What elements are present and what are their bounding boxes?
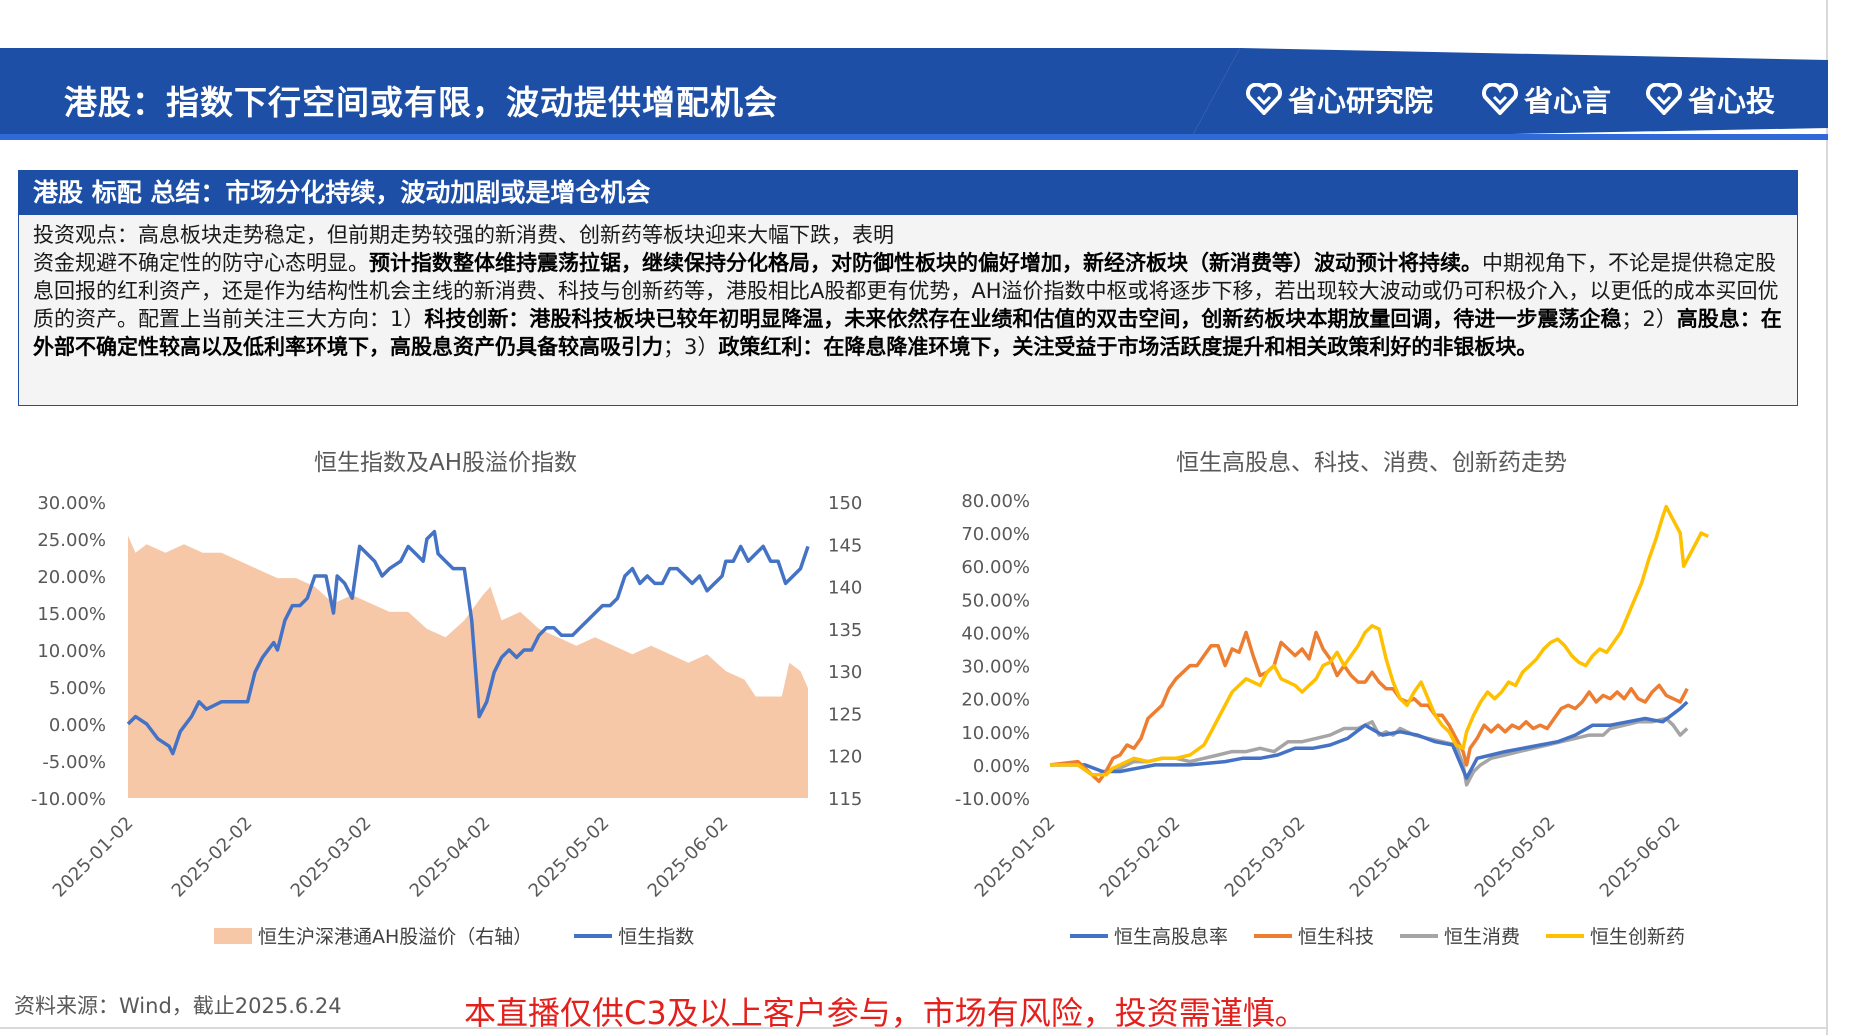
legend-swatch-line [574, 933, 613, 938]
y-right-tick-label: 120 [828, 747, 862, 768]
x-tick-label: 2025-06-02 [644, 813, 733, 902]
summary-body: 投资观点：高息板块走势稳定，但前期走势较强的新消费、创新药等板块迎来大幅下跌，表… [19, 215, 1797, 361]
x-tick-label: 2025-05-02 [1471, 813, 1560, 902]
x-tick-label: 2025-01-02 [971, 813, 1060, 902]
x-tick-label: 2025-02-02 [168, 813, 257, 902]
y-left-tick-label: 15.00% [37, 604, 106, 625]
summary-emphasis: 预计指数整体维持震荡拉锯，继续保持分化格局，对防御性板块的偏好增加，新经济板块（… [369, 251, 1482, 275]
y-left-tick-label: -10.00% [31, 789, 106, 810]
x-tick-label: 2025-06-02 [1596, 813, 1685, 902]
legend-label-tech: 恒生科技 [1298, 926, 1375, 948]
x-tick-label: 2025-05-02 [525, 813, 614, 902]
chart2-title: 恒生高股息、科技、消费、创新药走势 [1176, 450, 1567, 476]
y-left-tick-label: -5.00% [42, 752, 106, 773]
y-tick-label: 60.00% [961, 557, 1030, 578]
y-tick-label: 50.00% [961, 590, 1030, 611]
source-note: 资料来源：Wind，截止2025.6.24 [14, 994, 342, 1018]
chart1-hsi-ah-premium: 30.00% 25.00% 20.00% 15.00% 10.00% 5.00% 0.00%… [31, 493, 863, 902]
summary-box: 港股 标配 总结：市场分化持续，波动加剧或是增仓机会 投资观点：高息板块走势稳定… [18, 170, 1798, 406]
y-left-tick-label: 30.00% [37, 493, 106, 514]
y-left-tick-label: 20.00% [37, 567, 106, 588]
y-right-tick-label: 150 [828, 493, 862, 514]
series-line-tech [1049, 630, 1689, 784]
series-line-pharma [1050, 504, 1709, 777]
page-title: 港股：指数下行空间或有限，波动提供增配机会 [64, 83, 778, 122]
brand-invest: 省心投 [1646, 78, 1775, 120]
brand-speak-label: 省心言 [1524, 84, 1612, 118]
summary-text: 资金规避不确定性的防守心态明显。 [33, 251, 369, 275]
legend-label-premium: 恒生沪深港通AH股溢价（右轴） [258, 926, 533, 948]
legend-label-hsi: 恒生指数 [618, 926, 695, 948]
summary-text: ；2） [1621, 307, 1677, 331]
summary-text: ；3） [663, 335, 719, 359]
y-tick-label: 70.00% [961, 524, 1030, 545]
legend-swatch-area [214, 927, 252, 944]
y-tick-label: 20.00% [961, 690, 1030, 711]
x-tick-label: 2025-03-02 [287, 813, 376, 902]
brand-research-label: 省心研究院 [1288, 84, 1434, 118]
frame-right-border [1826, 0, 1828, 1035]
brand-research: 省心研究院 [1246, 78, 1433, 120]
x-tick-label: 2025-04-02 [1346, 813, 1435, 902]
y-right-tick-label: 130 [828, 662, 862, 683]
y-tick-label: 0.00% [973, 756, 1030, 777]
x-tick-label: 2025-01-02 [49, 813, 138, 902]
y-left-tick-label: 25.00% [37, 530, 106, 551]
heart-logo-icon [1246, 83, 1282, 115]
y-right-tick-label: 145 [828, 535, 862, 556]
y-left-tick-label: 10.00% [37, 641, 106, 662]
series-line-hsi [126, 529, 810, 756]
legend-label-pharma: 恒生创新药 [1590, 926, 1686, 948]
header-banner [0, 48, 1828, 140]
chart2-legend: 恒生高股息率 恒生科技 恒生消费 恒生创新药 [1070, 922, 1685, 949]
legend-swatch-dividend [1070, 933, 1108, 938]
summary-emphasis: 科技创新：港股科技板块已较年初明显降温，未来依然存在业绩和估值的双击空间，创新药… [424, 307, 1622, 331]
summary-emphasis: 高股息：在外部不确定性较高以及低利率环境下，高股息资产仍具备较高吸引力 [33, 307, 1782, 359]
y-right-tick-label: 140 [828, 578, 862, 599]
legend-label-consumer: 恒生消费 [1444, 926, 1521, 948]
series-line-dividend [1050, 700, 1689, 780]
y-tick-label: 10.00% [961, 723, 1030, 744]
heart-logo-icon [1482, 83, 1518, 115]
summary-line-1: 投资观点：高息板块走势稳定，但前期走势较强的新消费、创新药等板块迎来大幅下跌，表… [33, 223, 894, 247]
frame-bottom-border [0, 1027, 1828, 1029]
y-right-tick-label: 135 [828, 620, 862, 641]
series-area-ah-premium [128, 535, 808, 798]
chart2-sector-trend: 80.00% 70.00% 60.00% 50.00% 40.00% 30.00% 20.0… [955, 491, 1709, 902]
y-left-tick-label: 5.00% [49, 678, 106, 699]
chart1-legend: 恒生沪深港通AH股溢价（右轴） 恒生指数 [214, 922, 694, 949]
legend-swatch-consumer [1400, 933, 1439, 938]
heart-logo-icon [1646, 83, 1682, 115]
y-tick-label: -10.00% [955, 789, 1030, 810]
x-tick-label: 2025-02-02 [1096, 813, 1185, 902]
legend-label-dividend: 恒生高股息率 [1114, 926, 1229, 948]
y-tick-label: 80.00% [961, 491, 1030, 512]
y-tick-label: 40.00% [961, 623, 1030, 644]
x-tick-label: 2025-04-02 [406, 813, 495, 902]
summary-emphasis: 政策红利：在降息降准环境下，关注受益于市场活跃度提升和相关政策利好的非银板块。 [718, 335, 1538, 359]
y-right-tick-label: 115 [828, 789, 862, 810]
y-tick-label: 30.00% [961, 657, 1030, 678]
brand-speak: 省心言 [1482, 78, 1611, 120]
y-left-tick-label: 0.00% [49, 715, 106, 736]
brand-invest-label: 省心投 [1688, 84, 1776, 118]
chart1-title: 恒生指数及AH股溢价指数 [314, 450, 578, 476]
summary-heading: 港股 标配 总结：市场分化持续，波动加剧或是增仓机会 [19, 171, 1797, 215]
x-tick-label: 2025-03-02 [1221, 813, 1310, 902]
summary-text: 中期视角下，不论是提供稳定股息回报的红利资产，还是作为结构性机会主线的新消费、科… [33, 251, 1779, 331]
y-right-tick-label: 125 [828, 704, 862, 725]
legend-swatch-tech [1254, 933, 1293, 938]
summary-paragraph: 资金规避不确定性的防守心态明显。预计指数整体维持震荡拉锯，继续保持分化格局，对防… [33, 249, 1785, 361]
risk-disclaimer: 本直播仅供C3及以上客户参与，市场有风险，投资需谨慎。 [464, 994, 1307, 1032]
legend-swatch-pharma [1546, 933, 1585, 938]
